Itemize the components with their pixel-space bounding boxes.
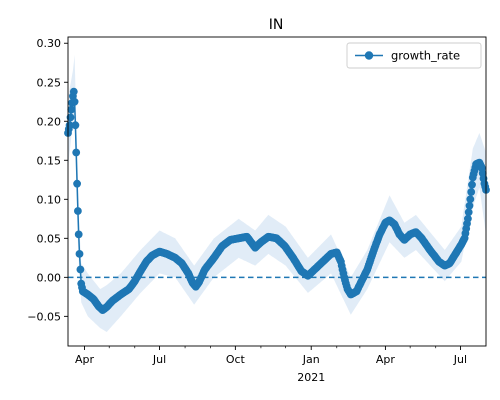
data-point [72, 148, 81, 157]
data-point [73, 179, 81, 188]
y-tick-label: −0.05 [27, 310, 61, 323]
data-point [69, 87, 78, 96]
data-point [464, 214, 472, 223]
y-tick-label: 0.00 [37, 271, 62, 284]
data-point [76, 265, 85, 274]
x-tick-label: Jul [453, 353, 467, 366]
y-tick-label: 0.05 [37, 232, 62, 245]
data-point [464, 208, 473, 217]
axes: −0.05 0.00 0.05 0.10 0.15 0.20 0.25 0.30 Apr Jul O… [27, 36, 487, 384]
confidence-band [68, 54, 486, 333]
data-point [467, 188, 476, 196]
y-tick-label: 0.10 [37, 193, 62, 206]
data-point [66, 113, 75, 122]
x-tick-label: Jan [302, 353, 320, 366]
y-tick-label: 0.15 [37, 154, 62, 167]
plot-area [64, 54, 490, 333]
legend-marker-growth-rate [364, 51, 374, 60]
data-point [74, 230, 83, 239]
y-tick-label: 0.30 [37, 37, 62, 50]
y-tick-label: 0.25 [37, 76, 62, 89]
data-point [70, 97, 79, 106]
x-tick-label: Jul [152, 353, 166, 366]
series-markers-growth-rate [64, 87, 490, 314]
data-point [71, 121, 80, 130]
chart-title: IN [269, 17, 284, 33]
data-point [74, 207, 82, 215]
x-tick-label: Apr [75, 353, 95, 366]
axes-frame [67, 36, 487, 347]
x-tick-year-label: 2021 [297, 371, 325, 384]
data-point [468, 180, 476, 189]
data-point [75, 250, 84, 258]
data-point [466, 195, 475, 204]
data-point [67, 105, 76, 114]
x-tick-label: Apr [376, 353, 396, 366]
legend: growth_rate [346, 42, 482, 69]
y-tick-label: 0.20 [37, 115, 62, 128]
x-tick-label: Oct [226, 353, 246, 366]
legend-box [346, 42, 482, 69]
data-point [465, 201, 474, 210]
legend-label-growth-rate: growth_rate [391, 49, 460, 63]
